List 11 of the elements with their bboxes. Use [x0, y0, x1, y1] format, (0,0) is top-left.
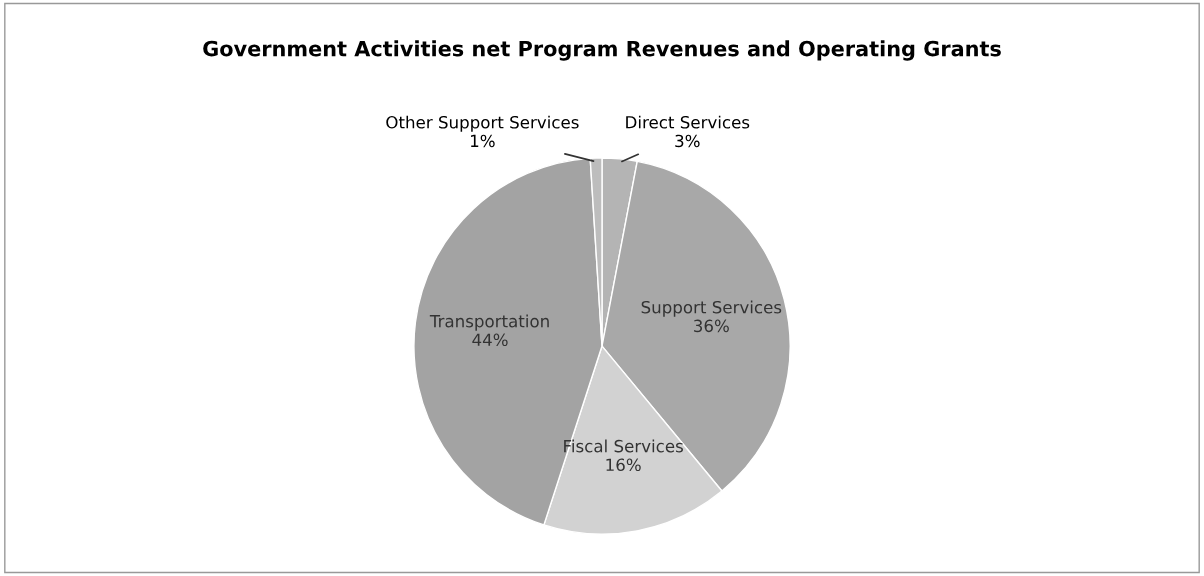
data-label: 1% — [471, 134, 495, 148]
slice-label: Fiscal Services — [564, 439, 683, 453]
chart-title: Government Activities net Program Revenues and Operating Grants — [203, 40, 1001, 61]
slice-label: Direct Services — [626, 115, 750, 129]
data-label: 16% — [606, 458, 641, 472]
slice-label: Transportation — [429, 314, 549, 331]
data-label: 3% — [675, 134, 700, 148]
data-label: 36% — [694, 319, 729, 333]
slice-label: Other Support Services — [386, 115, 579, 132]
slice-label: Support Services — [641, 300, 782, 317]
data-label: 44% — [472, 333, 508, 347]
